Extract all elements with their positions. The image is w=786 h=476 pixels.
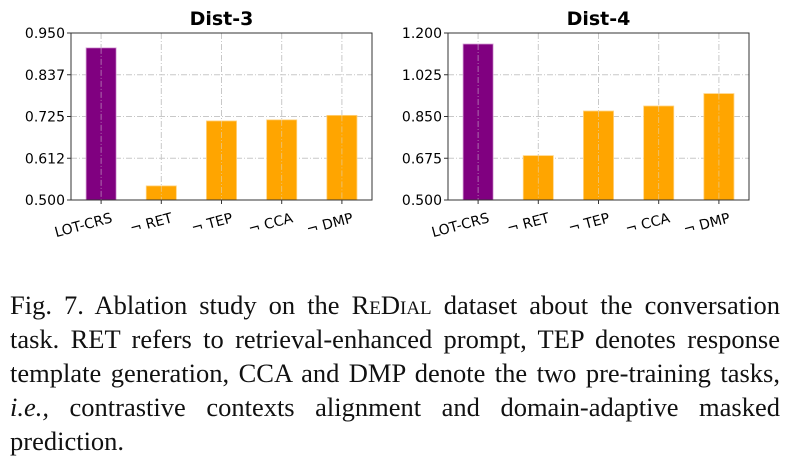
y-tick-label: 0.837 — [25, 68, 65, 84]
x-tick-label: ¬ RET — [128, 210, 174, 237]
caption-dataset-name: ReDial — [351, 290, 432, 320]
y-tick-label: 0.500 — [402, 193, 442, 209]
chart-dist-3: Dist-3 0.500 0.612 0.725 0.837 0.950 LOT-CRS ¬ … — [25, 8, 373, 241]
figure-caption: Fig. 7. Ablation study on the ReDial dat… — [10, 288, 780, 458]
caption-ie: i.e., — [10, 392, 49, 422]
caption-text-before: Ablation study on the — [83, 290, 352, 320]
y-tick-label: 0.950 — [25, 26, 65, 42]
caption-label: Fig. 7. — [10, 290, 84, 320]
caption-text-mid: dataset about the conversation task. RET… — [10, 290, 780, 388]
x-tick-label: ¬ CCA — [247, 210, 295, 237]
y-tick-label: 0.850 — [402, 110, 442, 126]
y-tick-label: 0.612 — [25, 151, 65, 167]
y-tick-label: 0.500 — [25, 193, 65, 209]
x-tick-label: ¬ TEP — [567, 210, 612, 236]
y-tick-label: 1.025 — [402, 68, 442, 84]
chart-title: Dist-4 — [567, 8, 631, 30]
y-tick-label: 0.675 — [402, 151, 442, 167]
x-tick-label: ¬ RET — [505, 210, 551, 237]
x-tick-label: ¬ CCA — [624, 210, 672, 237]
x-tick-label: LOT-CRS — [430, 210, 491, 241]
caption-text-after: contrastive contexts alignment and domai… — [10, 392, 780, 456]
figure-charts: Dist-3 0.500 0.612 0.725 0.837 0.950 LOT-CRS ¬ … — [25, 8, 750, 241]
y-tick-label: 0.725 — [25, 110, 65, 126]
chart-dist-4: Dist-4 0.500 0.675 0.850 1.025 1.200 LOT-CRS ¬ … — [402, 8, 750, 241]
y-tick-label: 1.200 — [402, 26, 442, 42]
x-tick-label: ¬ TEP — [190, 210, 235, 236]
chart-title: Dist-3 — [190, 8, 254, 30]
x-tick-label: ¬ DMP — [305, 210, 355, 238]
x-tick-label: LOT-CRS — [53, 210, 114, 241]
x-tick-label: ¬ DMP — [682, 210, 732, 238]
